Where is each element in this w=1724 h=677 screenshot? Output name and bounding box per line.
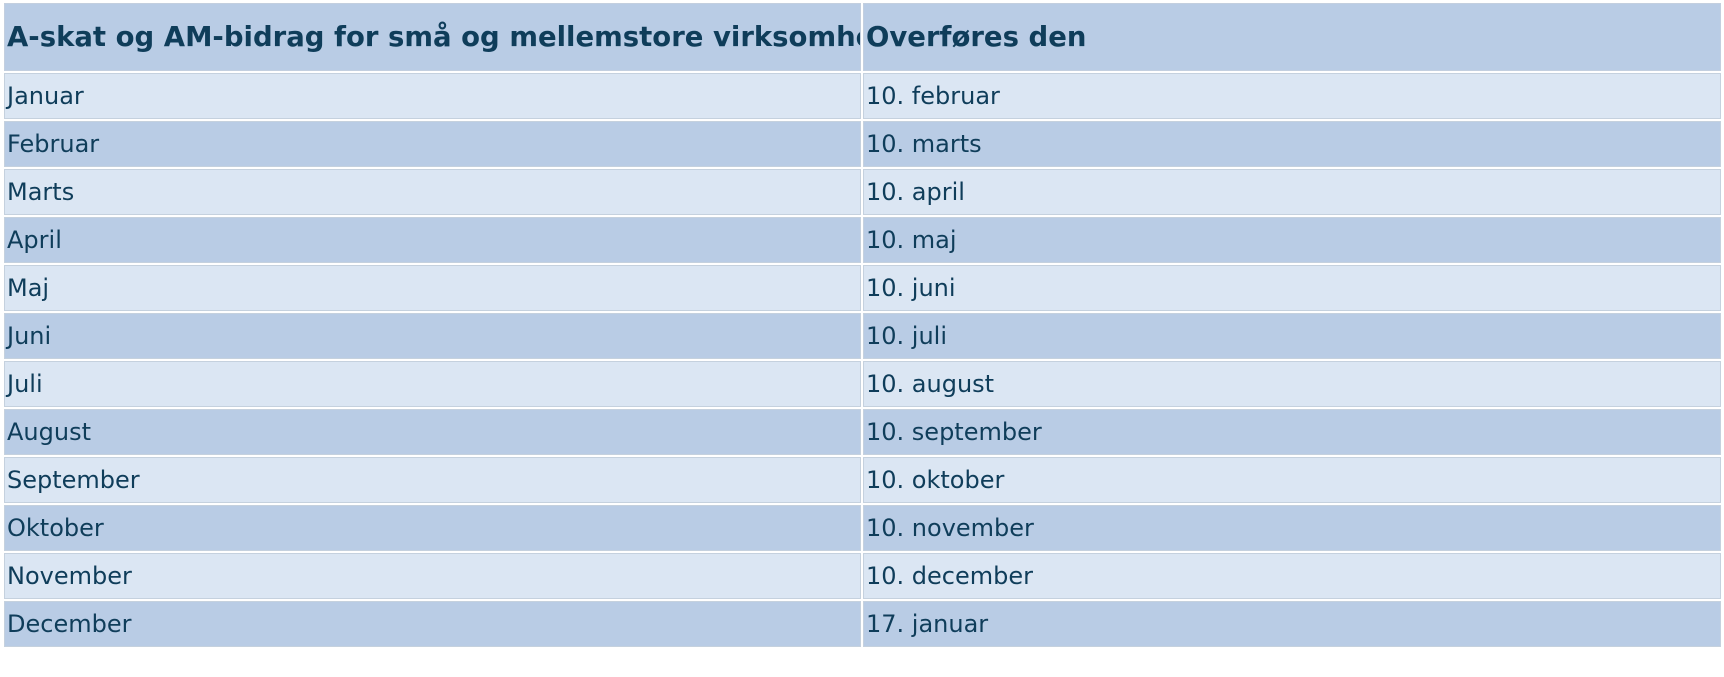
payment-deadline-table: A-skat og AM-bidrag for små og mellemsto…	[2, 1, 1723, 649]
month-cell: Juli	[4, 361, 861, 407]
table-row: Marts 10. april	[4, 169, 1721, 215]
month-cell: Juni	[4, 313, 861, 359]
month-cell: Januar	[4, 73, 861, 119]
table-row: Juni 10. juli	[4, 313, 1721, 359]
due-date-cell: 10. august	[863, 361, 1721, 407]
month-cell: August	[4, 409, 861, 455]
due-date-cell: 10. maj	[863, 217, 1721, 263]
table-row: Januar 10. februar	[4, 73, 1721, 119]
table-row: November 10. december	[4, 553, 1721, 599]
table-row: Oktober 10. november	[4, 505, 1721, 551]
due-date-cell: 10. december	[863, 553, 1721, 599]
due-date-cell: 10. oktober	[863, 457, 1721, 503]
due-date-cell: 10. februar	[863, 73, 1721, 119]
due-date-cell: 10. november	[863, 505, 1721, 551]
column-header-tax-type: A-skat og AM-bidrag for små og mellemsto…	[4, 3, 861, 71]
column-header-due-date: Overføres den	[863, 3, 1721, 71]
table-row: Maj 10. juni	[4, 265, 1721, 311]
month-cell: Maj	[4, 265, 861, 311]
month-cell: December	[4, 601, 861, 647]
table-row: April 10. maj	[4, 217, 1721, 263]
month-cell: September	[4, 457, 861, 503]
due-date-cell: 10. juli	[863, 313, 1721, 359]
month-cell: November	[4, 553, 861, 599]
table-header-row: A-skat og AM-bidrag for små og mellemsto…	[4, 3, 1721, 71]
table-row: Februar 10. marts	[4, 121, 1721, 167]
due-date-cell: 10. juni	[863, 265, 1721, 311]
table-row: December 17. januar	[4, 601, 1721, 647]
due-date-cell: 10. september	[863, 409, 1721, 455]
month-cell: Februar	[4, 121, 861, 167]
month-cell: Oktober	[4, 505, 861, 551]
month-cell: April	[4, 217, 861, 263]
due-date-cell: 17. januar	[863, 601, 1721, 647]
month-cell: Marts	[4, 169, 861, 215]
table-row: Juli 10. august	[4, 361, 1721, 407]
due-date-cell: 10. marts	[863, 121, 1721, 167]
due-date-cell: 10. april	[863, 169, 1721, 215]
table-row: September 10. oktober	[4, 457, 1721, 503]
table-row: August 10. september	[4, 409, 1721, 455]
